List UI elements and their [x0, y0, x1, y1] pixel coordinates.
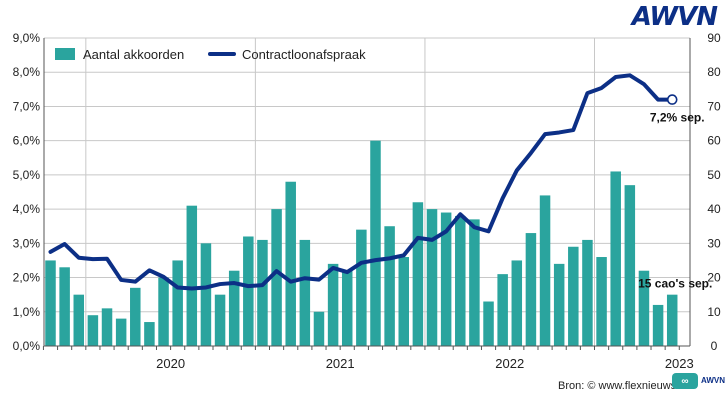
bar — [483, 301, 494, 346]
bar — [228, 270, 240, 346]
right-tick-label: 40 — [707, 202, 721, 216]
right-tick-label: 10 — [707, 305, 721, 319]
left-tick-label: 9,0% — [13, 31, 41, 45]
year-label: 2023 — [665, 356, 694, 371]
bar — [497, 274, 508, 346]
bar — [610, 171, 621, 346]
bar — [59, 267, 70, 346]
bar — [130, 287, 141, 346]
right-tick-label: 30 — [707, 236, 721, 250]
bar — [356, 229, 367, 346]
right-tick-label: 50 — [707, 168, 721, 182]
source-logo-text: AWVN — [701, 376, 725, 385]
right-tick-label: 60 — [707, 134, 721, 148]
bar — [313, 311, 325, 346]
left-tick-label: 5,0% — [13, 168, 41, 182]
right-tick-label: 90 — [707, 31, 721, 45]
bar — [666, 294, 678, 346]
left-tick-label: 8,0% — [13, 65, 41, 79]
bar — [101, 308, 113, 346]
left-tick-label: 7,0% — [13, 99, 41, 113]
legend-line-label: Contractloonafspraak — [242, 47, 366, 62]
year-label: 2021 — [326, 356, 355, 371]
year-label: 2020 — [156, 356, 185, 371]
bar — [214, 294, 226, 346]
left-tick-label: 1,0% — [13, 305, 41, 319]
left-tick-label: 4,0% — [13, 202, 41, 216]
bar — [384, 226, 395, 346]
bar — [426, 209, 438, 346]
bar — [299, 239, 311, 346]
bar — [257, 239, 268, 346]
bar — [87, 315, 99, 346]
right-tick-label: 20 — [707, 271, 721, 285]
right-tick-label: 0 — [711, 339, 718, 353]
line-annotation: 7,2% sep. — [650, 111, 705, 125]
bar — [172, 260, 183, 346]
bar — [243, 236, 254, 346]
bar — [553, 263, 565, 346]
bar — [370, 140, 381, 346]
bar — [539, 195, 551, 346]
right-tick-label: 80 — [707, 65, 721, 79]
left-tick-label: 0,0% — [13, 339, 41, 353]
bar — [271, 209, 282, 346]
bar — [327, 263, 339, 346]
bar — [186, 205, 198, 346]
left-tick-label: 6,0% — [13, 134, 41, 148]
bar — [73, 294, 85, 346]
awvn-logo: AWVN — [631, 2, 718, 32]
bar — [341, 270, 353, 346]
bar — [115, 318, 127, 346]
source-credit: Bron: © www.flexnieuws.nl — [558, 380, 688, 392]
bar — [144, 322, 155, 346]
source-logo: ∞ AWVN — [672, 373, 725, 389]
bar — [525, 233, 537, 346]
left-tick-label: 2,0% — [13, 271, 41, 285]
bar — [158, 277, 169, 346]
legend-bar-label: Aantal akkoorden — [83, 47, 184, 62]
legend-bar-swatch — [55, 48, 75, 60]
bar — [440, 212, 452, 346]
left-tick-label: 3,0% — [13, 236, 41, 250]
bar — [398, 257, 409, 346]
bar — [624, 185, 636, 346]
bar — [469, 219, 480, 346]
bar — [45, 260, 56, 346]
bar-annotation: 15 cao's sep. — [638, 277, 712, 291]
awvn-mark-icon: ∞ — [672, 373, 698, 389]
bar — [285, 181, 296, 346]
bar — [455, 215, 466, 346]
bar — [568, 246, 579, 346]
last-point-marker — [666, 94, 678, 105]
bar — [638, 270, 650, 346]
right-tick-label: 70 — [707, 99, 721, 113]
bar — [200, 243, 212, 346]
bar — [596, 257, 607, 346]
bar — [412, 202, 424, 346]
bar — [511, 260, 523, 346]
contract-wage-line — [48, 73, 675, 291]
bar — [582, 239, 593, 346]
year-label: 2022 — [495, 356, 524, 371]
bar — [652, 304, 664, 346]
